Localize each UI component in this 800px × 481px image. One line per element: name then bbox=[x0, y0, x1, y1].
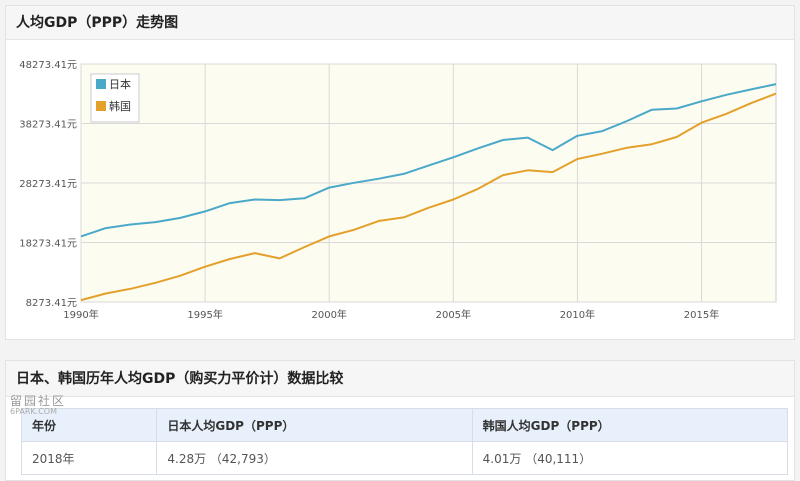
y-tick-label: 8273.41元 bbox=[26, 298, 77, 309]
series-line-韩国 bbox=[80, 92, 777, 302]
header-korea: 韩国人均GDP（PPP） bbox=[471, 408, 789, 442]
legend-label: 韩国 bbox=[109, 99, 131, 113]
cell-korea: 4.01万 （40,111） bbox=[471, 441, 789, 475]
watermark-text: 留园社区 bbox=[10, 394, 67, 408]
cell-year: 2018年 bbox=[20, 441, 158, 475]
x-tick-label: 1990年 bbox=[63, 308, 98, 321]
table-header-row: 年份 日本人均GDP（PPP） 韩国人均GDP（PPP） bbox=[20, 408, 789, 442]
site-watermark: 留园社区 6PARK.COM bbox=[10, 392, 66, 416]
line-chart: 8273.41元 18273.41元 28273.41元 38273.41元 48273… bbox=[19, 60, 777, 321]
header-japan: 日本人均GDP（PPP） bbox=[156, 408, 473, 442]
legend-swatch bbox=[96, 101, 106, 111]
comparison-table: 年份 日本人均GDP（PPP） 韩国人均GDP（PPP） 2018年 4.28万… bbox=[20, 408, 789, 475]
x-tick-label: 2005年 bbox=[436, 308, 471, 321]
x-tick-label: 1995年 bbox=[187, 308, 222, 321]
table-panel-title: 日本、韩国历年人均GDP（购买力平价计）数据比较 bbox=[6, 361, 794, 397]
table-panel: 日本、韩国历年人均GDP（购买力平价计）数据比较 年份 日本人均GDP（PPP）… bbox=[5, 360, 795, 481]
y-tick-label: 48273.41元 bbox=[19, 60, 77, 71]
watermark-sub: 6PARK.COM bbox=[10, 407, 58, 416]
header-year: 年份 bbox=[20, 408, 158, 442]
chart-panel-title: 人均GDP（PPP）走势图 bbox=[6, 6, 794, 40]
x-tick-label: 2010年 bbox=[560, 308, 595, 321]
chart-panel: 人均GDP（PPP）走势图 8273.41元 18273.41元 28273.41元… bbox=[5, 5, 795, 340]
y-tick-label: 38273.41元 bbox=[19, 120, 77, 131]
legend-swatch bbox=[96, 79, 106, 89]
table-row: 2018年 4.28万 （42,793） 4.01万 （40,111） bbox=[20, 441, 789, 475]
x-tick-label: 2015年 bbox=[684, 308, 719, 321]
y-tick-label: 28273.41元 bbox=[19, 179, 77, 190]
y-tick-label: 18273.41元 bbox=[19, 239, 77, 250]
cell-japan: 4.28万 （42,793） bbox=[156, 441, 473, 475]
x-tick-label: 2000年 bbox=[311, 308, 346, 321]
legend-label: 日本 bbox=[109, 77, 131, 91]
series-line-日本 bbox=[80, 83, 777, 238]
